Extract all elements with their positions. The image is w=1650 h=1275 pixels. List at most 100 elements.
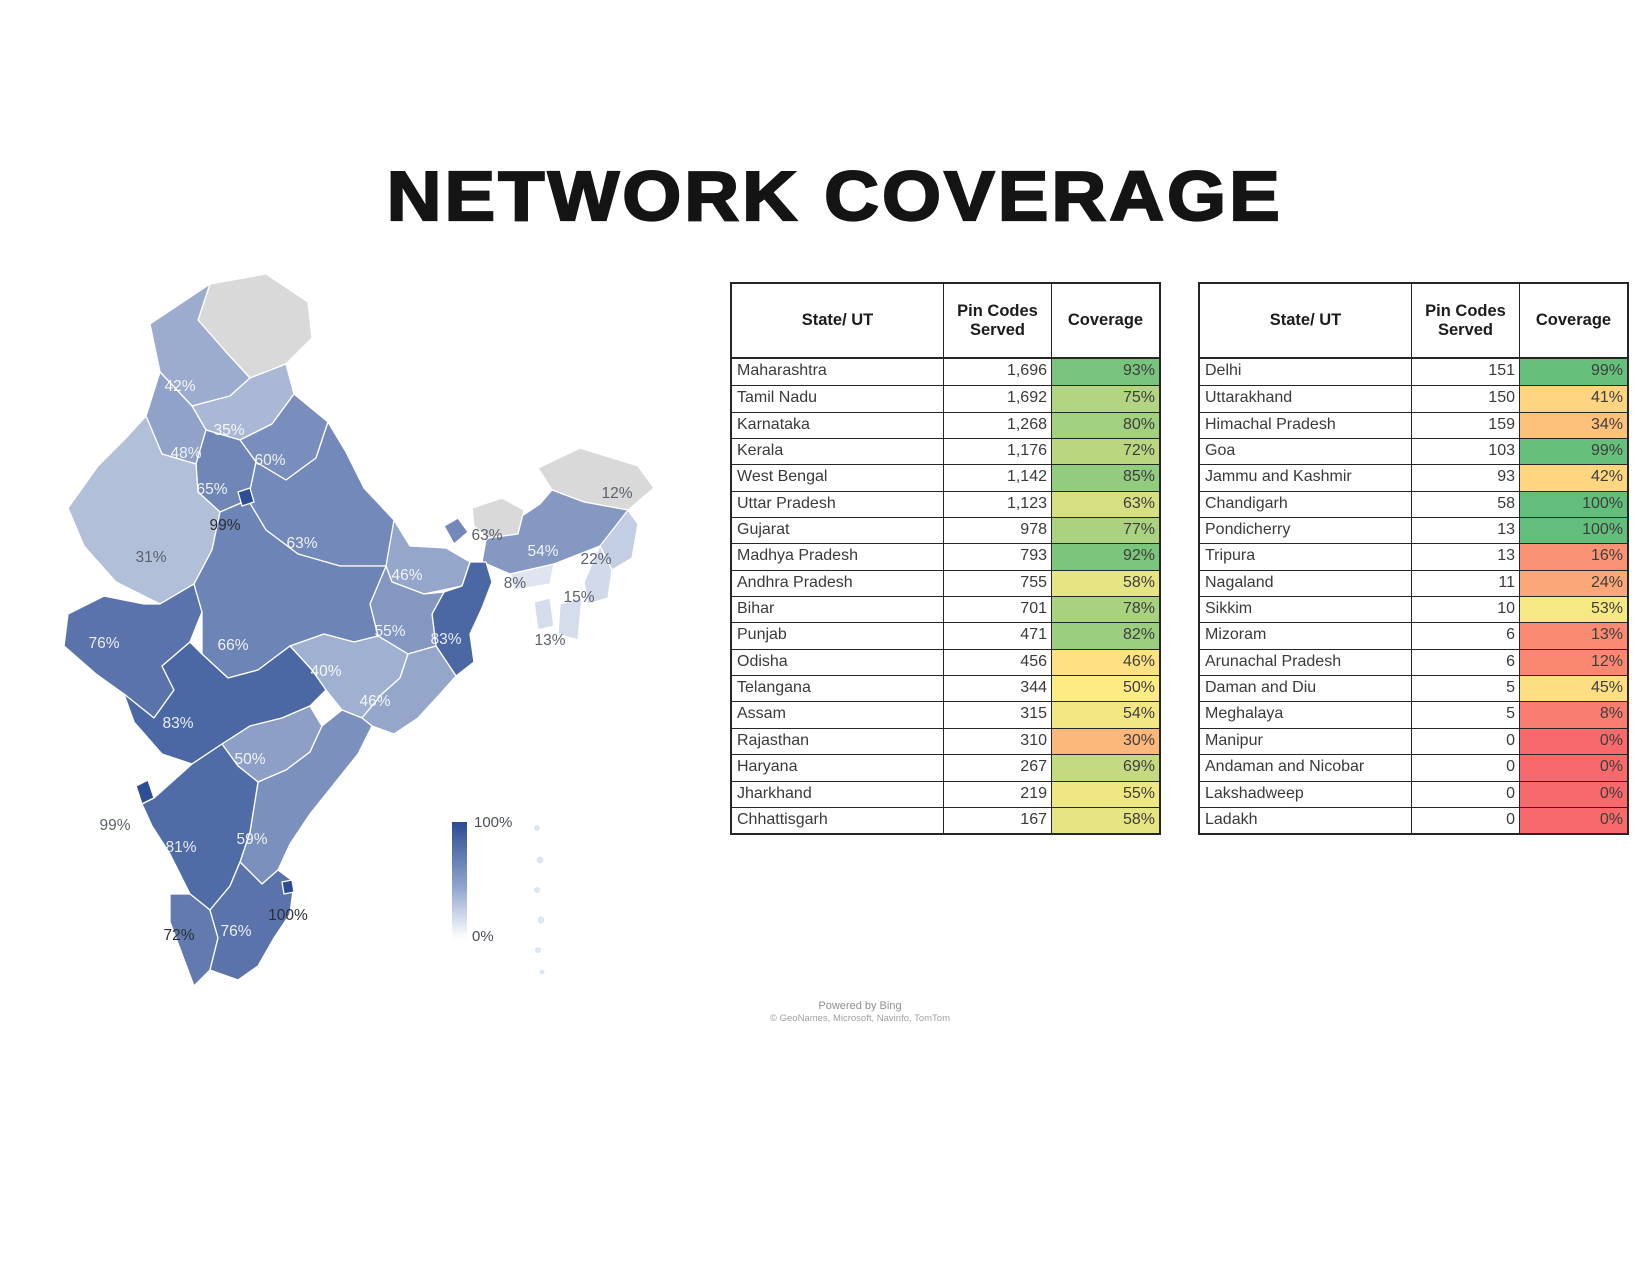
coverage-cell: 99% xyxy=(1520,439,1627,465)
coverage-cell: 12% xyxy=(1520,649,1627,676)
coverage-cell: 42% xyxy=(1520,465,1627,491)
state-cell: Himachal Pradesh xyxy=(1200,412,1412,439)
coverage-cell: 69% xyxy=(1052,755,1159,781)
coverage-cell: 34% xyxy=(1520,412,1627,439)
table-header-row: State/ UT Pin Codes Served Coverage xyxy=(732,284,1159,359)
state-coverage-label-andhra-pradesh: 59% xyxy=(236,831,267,848)
state-cell: Goa xyxy=(1200,439,1412,465)
coverage-cell: 53% xyxy=(1520,597,1627,623)
pin-codes-cell: 6 xyxy=(1412,649,1520,676)
state-shape-andhra-pradesh xyxy=(239,709,373,885)
state-coverage-label-jammu-kashmir: 42% xyxy=(164,378,195,395)
state-shape-meghalaya xyxy=(509,563,555,591)
map-legend-gradient-bar xyxy=(452,822,467,940)
table-row: Kerala 1,176 72% xyxy=(732,438,1159,465)
table-row: Chhattisgarh 167 58% xyxy=(732,806,1159,834)
state-cell: Daman and Diu xyxy=(1200,676,1412,702)
state-coverage-label-pondicherry: 100% xyxy=(268,907,308,924)
pin-codes-cell: 793 xyxy=(944,544,1052,570)
powered-by-bing-label: Powered by Bing xyxy=(818,1000,902,1012)
pin-codes-cell: 456 xyxy=(944,649,1052,676)
state-coverage-label-madhya-pradesh: 66% xyxy=(217,637,248,654)
table-row: Meghalaya 5 8% xyxy=(1200,701,1627,728)
pin-codes-header: Pin Codes Served xyxy=(944,284,1052,357)
coverage-cell: 8% xyxy=(1520,702,1627,728)
coverage-cell: 80% xyxy=(1052,412,1159,439)
table-row: Assam 315 54% xyxy=(732,701,1159,728)
coverage-cell: 24% xyxy=(1520,570,1627,597)
table-row: Manipur 0 0% xyxy=(1200,727,1627,755)
state-shape-bhutan-area xyxy=(471,497,525,539)
andaman-islands-shape xyxy=(534,825,540,831)
state-coverage-label-goa: 99% xyxy=(99,817,130,834)
table-row: Gujarat 978 77% xyxy=(732,517,1159,544)
coverage-cell: 93% xyxy=(1052,359,1159,386)
pin-codes-cell: 310 xyxy=(944,728,1052,755)
state-coverage-label-uttarakhand: 60% xyxy=(254,452,285,469)
coverage-cell: 58% xyxy=(1052,570,1159,597)
pin-codes-cell: 150 xyxy=(1412,386,1520,412)
state-cell: Ladakh xyxy=(1200,807,1412,834)
state-cell: Maharashtra xyxy=(732,359,944,386)
state-coverage-label-west-bengal: 83% xyxy=(430,631,461,648)
pin-codes-cell: 58 xyxy=(1412,491,1520,518)
state-cell: Andaman and Nicobar xyxy=(1200,755,1412,781)
coverage-cell: 46% xyxy=(1052,649,1159,676)
table-row: Nagaland 11 24% xyxy=(1200,569,1627,597)
state-coverage-label-odisha: 46% xyxy=(359,693,390,710)
state-cell: Delhi xyxy=(1200,359,1412,386)
coverage-cell: 45% xyxy=(1520,676,1627,702)
state-cell: Andhra Pradesh xyxy=(732,570,944,597)
table-row: Madhya Pradesh 793 92% xyxy=(732,543,1159,570)
pin-codes-cell: 93 xyxy=(1412,465,1520,491)
pin-codes-cell: 5 xyxy=(1412,702,1520,728)
state-coverage-label-uttar-pradesh: 63% xyxy=(286,535,317,552)
state-cell: Lakshadweep xyxy=(1200,781,1412,807)
pin-codes-cell: 701 xyxy=(944,597,1052,623)
coverage-header: Coverage xyxy=(1535,311,1612,330)
state-cell: Chandigarh xyxy=(1200,491,1412,518)
table-row: Chandigarh 58 100% xyxy=(1200,490,1627,518)
state-shape-karnataka xyxy=(141,743,259,911)
india-choropleth-map: 42% 35% 48% 60% 65% 31% 63% 46% 12% 54% 63% 22% 8% 15… xyxy=(40,272,660,1002)
state-cell: Karnataka xyxy=(732,412,944,439)
state-shape-delhi xyxy=(237,487,255,507)
table-row: Mizoram 6 13% xyxy=(1200,622,1627,649)
pin-codes-cell: 10 xyxy=(1412,597,1520,623)
state-cell: Arunachal Pradesh xyxy=(1200,649,1412,676)
pin-codes-cell: 315 xyxy=(944,702,1052,728)
table-body: Maharashtra 1,696 93% Tamil Nadu 1,692 75% Kar… xyxy=(732,359,1159,834)
coverage-cell: 75% xyxy=(1052,386,1159,412)
state-coverage-label-kerala: 72% xyxy=(163,927,194,944)
coverage-cell: 0% xyxy=(1520,781,1627,807)
state-cell: Gujarat xyxy=(732,518,944,544)
table-row: Arunachal Pradesh 6 12% xyxy=(1200,648,1627,676)
coverage-cell: 50% xyxy=(1052,676,1159,702)
state-cell: Haryana xyxy=(732,755,944,781)
india-map-svg: 42% 35% 48% 60% 65% 31% 63% 46% 12% 54% 63% 22% 8% 15… xyxy=(63,273,655,987)
andaman-islands-shape xyxy=(535,947,541,953)
table-header-row: State/ UT Pin Codes Served Coverage xyxy=(1200,284,1627,359)
pin-codes-cell: 1,176 xyxy=(944,439,1052,465)
table-row: Tripura 13 16% xyxy=(1200,543,1627,570)
andaman-islands-shape xyxy=(536,856,544,864)
pin-codes-cell: 151 xyxy=(1412,359,1520,386)
pin-codes-cell: 1,268 xyxy=(944,412,1052,439)
map-legend-min-label: 0% xyxy=(472,928,494,945)
state-cell: West Bengal xyxy=(732,465,944,491)
pin-codes-cell: 978 xyxy=(944,518,1052,544)
table-row: Lakshadweep 0 0% xyxy=(1200,780,1627,807)
map-attribution: Powered by Bing © GeoNames, Microsoft, N… xyxy=(730,1000,990,1025)
state-ut-header: State/ UT xyxy=(732,284,944,357)
state-cell: Tripura xyxy=(1200,544,1412,570)
table-row: Jharkhand 219 55% xyxy=(732,780,1159,807)
state-coverage-label-manipur: 15% xyxy=(563,589,594,606)
state-coverage-label-mizoram: 13% xyxy=(534,632,565,649)
pin-codes-cell: 6 xyxy=(1412,623,1520,649)
state-coverage-label-karnataka: 81% xyxy=(165,839,196,856)
map-legend-max-label: 100% xyxy=(474,814,513,831)
state-cell: Pondicherry xyxy=(1200,518,1412,544)
andaman-islands-shape xyxy=(537,916,545,924)
pin-codes-cell: 1,696 xyxy=(944,359,1052,386)
page-title-text: NETWORK COVERAGE xyxy=(386,156,1284,236)
